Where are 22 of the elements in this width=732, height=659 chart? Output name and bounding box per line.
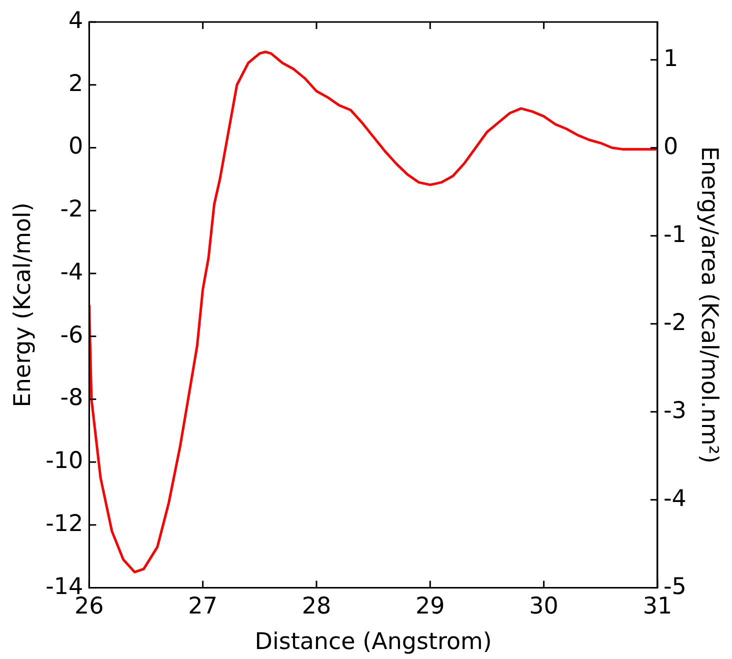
y-tick-label: -2 [60, 196, 84, 223]
y-tick-label: 2 [68, 70, 84, 97]
x-axis-title: Distance (Angstrom) [254, 629, 492, 656]
y2-tick-label: 0 [663, 134, 678, 160]
x-tick-label: 28 [302, 594, 332, 620]
y2-tick-label: -4 [663, 486, 686, 512]
y-tick-label: 4 [68, 8, 84, 34]
y-axis-title: Energy (Kcal/mol) [10, 202, 36, 408]
y2-tick-label: -1 [663, 222, 686, 248]
y2-tick-label: -3 [663, 398, 686, 424]
x-tick-label: 30 [529, 594, 558, 620]
y2-axis-title: Energy/area (Kcal/mol.nm²) [696, 146, 722, 464]
y-tick-label: -4 [60, 259, 84, 286]
y-tick-label: 0 [68, 134, 84, 160]
x-tick-label: 27 [188, 594, 218, 620]
y-tick-label: -12 [46, 510, 84, 537]
y2-tick-label: 1 [663, 46, 678, 72]
y-tick-label: -6 [60, 322, 84, 348]
x-tick-label: 29 [416, 594, 445, 620]
y2-tick-label: -2 [663, 310, 686, 336]
y-tick-label: -8 [60, 385, 84, 412]
y-tick-label: -10 [46, 448, 84, 474]
